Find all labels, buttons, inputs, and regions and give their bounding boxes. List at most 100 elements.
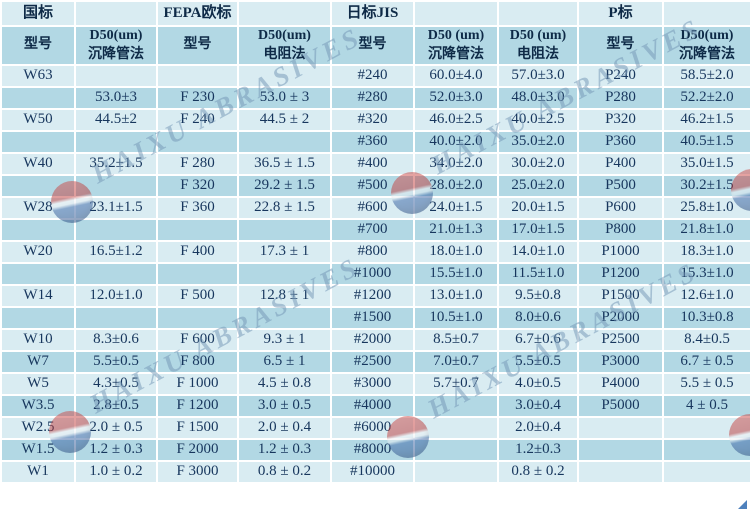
table-cell: 8.3±0.6 [74, 328, 158, 352]
group-header-cell [74, 0, 158, 27]
table-cell: W1.5 [0, 438, 76, 462]
table-cell: 60.0±4.0 [413, 64, 499, 88]
table-cell [156, 130, 239, 154]
table-cell: #1200 [330, 284, 415, 308]
table-cell: 20.0±1.5 [497, 196, 579, 220]
table-cell: P1500 [577, 284, 664, 308]
table-cell [0, 86, 76, 110]
column-header-cell: 型号 [330, 25, 415, 66]
table-cell: P3000 [577, 350, 664, 374]
table-cell: F 320 [156, 174, 239, 198]
grit-size-comparison-table: 国标 FEPA欧标 日标JIS P标 型号 D50(um) 沉降管法 型号 D50(um) 电… [0, 0, 750, 484]
table-cell: #8000 [330, 438, 415, 462]
table-cell [577, 416, 664, 440]
table-cell: 21.8±1.0 [662, 218, 750, 242]
table-cell: 4 ± 0.5 [662, 394, 750, 418]
table-cell: #3000 [330, 372, 415, 396]
table-cell: 40.5±1.5 [662, 130, 750, 154]
table-cell: 10.5±1.0 [413, 306, 499, 330]
table-cell: P360 [577, 130, 664, 154]
table-cell: 8.5±0.7 [413, 328, 499, 352]
table-cell: W7 [0, 350, 76, 374]
table-cell: #240 [330, 64, 415, 88]
table-cell: 36.5 ± 1.5 [237, 152, 332, 176]
table-cell [662, 416, 750, 440]
table-cell: W50 [0, 108, 76, 132]
table-cell: #400 [330, 152, 415, 176]
table-cell: 1.2 ± 0.3 [74, 438, 158, 462]
table-cell: 9.3 ± 1 [237, 328, 332, 352]
table-cell: 2.0 ± 0.5 [74, 416, 158, 440]
table-cell: P400 [577, 152, 664, 176]
table-cell [74, 262, 158, 286]
table-cell [0, 130, 76, 154]
table-cell: F 230 [156, 86, 239, 110]
table-cell: W40 [0, 152, 76, 176]
table-row: 国标 FEPA欧标 日标JIS P标 [0, 0, 750, 27]
table-cell: P320 [577, 108, 664, 132]
table-cell: F 1200 [156, 394, 239, 418]
table-cell [74, 64, 158, 88]
column-header-cell: D50(um) 沉降管法 [74, 25, 158, 66]
table-cell: 17.0±1.5 [497, 218, 579, 242]
table-cell: 22.8 ± 1.5 [237, 196, 332, 220]
table-cell: F 800 [156, 350, 239, 374]
table-cell: 44.5±2 [74, 108, 158, 132]
table-row: W3.5 2.8±0.5 F 1200 3.0 ± 0.5 #4000 3.0±0.4 P5… [0, 394, 750, 418]
table-cell: 2.0±0.4 [497, 416, 579, 440]
table-cell: 25.8±1.0 [662, 196, 750, 220]
table-cell: 16.5±1.2 [74, 240, 158, 264]
table-cell [156, 218, 239, 242]
table-cell: #10000 [330, 460, 415, 484]
table-cell: W28 [0, 196, 76, 220]
table-cell: 44.5 ± 2 [237, 108, 332, 132]
table-cell: W20 [0, 240, 76, 264]
table-row: W14 12.0±1.0 F 500 12.8 ± 1 #1200 13.0±1.0 9.5… [0, 284, 750, 308]
table-row: W10 8.3±0.6 F 600 9.3 ± 1 #2000 8.5±0.7 6.7±0.… [0, 328, 750, 352]
table-cell: 57.0±3.0 [497, 64, 579, 88]
table-cell: 25.0±2.0 [497, 174, 579, 198]
table-cell: 13.0±1.0 [413, 284, 499, 308]
table-cell: 29.2 ± 1.5 [237, 174, 332, 198]
table-cell [0, 306, 76, 330]
table-cell: #500 [330, 174, 415, 198]
table-cell: 8.0±0.6 [497, 306, 579, 330]
table-cell [413, 416, 499, 440]
table-cell: 7.0±0.7 [413, 350, 499, 374]
table-cell: P5000 [577, 394, 664, 418]
table-row: W63 #240 60.0±4.0 57.0±3.0 P240 58.5±2.0 [0, 64, 750, 88]
group-header-cell: 日标JIS [330, 0, 415, 27]
table-cell: #280 [330, 86, 415, 110]
table-cell: 4.0±0.5 [497, 372, 579, 396]
table-cell: 12.8 ± 1 [237, 284, 332, 308]
table-cell: 21.0±1.3 [413, 218, 499, 242]
table-cell: 46.0±2.5 [413, 108, 499, 132]
table-cell: 30.2±1.5 [662, 174, 750, 198]
table-cell: F 1000 [156, 372, 239, 396]
table-cell: 5.5±0.5 [74, 350, 158, 374]
table-cell: 53.0 ± 3 [237, 86, 332, 110]
table-row: W5 4.3±0.5 F 1000 4.5 ± 0.8 #3000 5.7±0.7 4.0±… [0, 372, 750, 396]
table-cell [577, 438, 664, 462]
table-cell: F 1500 [156, 416, 239, 440]
table-cell: F 240 [156, 108, 239, 132]
table-row: W20 16.5±1.2 F 400 17.3 ± 1 #800 18.0±1.0 14.0… [0, 240, 750, 264]
table-cell: F 400 [156, 240, 239, 264]
column-header-cell: D50 (um) 沉降管法 [413, 25, 499, 66]
table-cell [413, 438, 499, 462]
table-cell: W1 [0, 460, 76, 484]
table-cell: 9.5±0.8 [497, 284, 579, 308]
group-header-cell [413, 0, 499, 27]
table-cell [74, 130, 158, 154]
column-header-cell: 型号 [577, 25, 664, 66]
table-cell [237, 64, 332, 88]
column-header-cell: D50(um) 电阻法 [237, 25, 332, 66]
table-cell [156, 306, 239, 330]
table-cell [577, 460, 664, 484]
table-row: 型号 D50(um) 沉降管法 型号 D50(um) 电阻法 型号 D50 (um) 沉降… [0, 25, 750, 66]
table-cell: 4.5 ± 0.8 [237, 372, 332, 396]
table-cell: P2000 [577, 306, 664, 330]
table-cell: P280 [577, 86, 664, 110]
table-cell: #320 [330, 108, 415, 132]
table-cell: 0.8 ± 0.2 [237, 460, 332, 484]
